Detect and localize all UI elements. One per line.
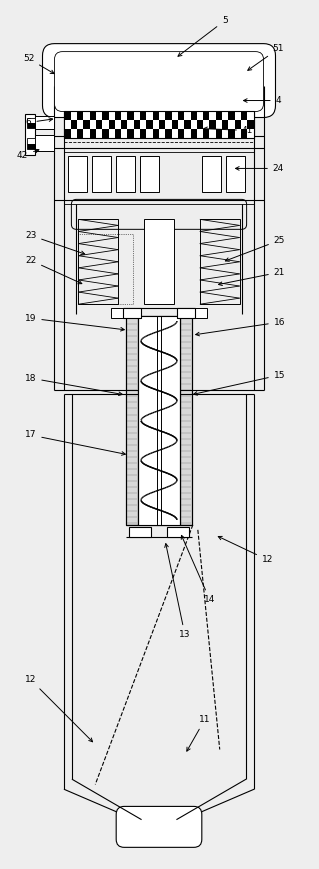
Bar bbox=[177, 308, 207, 318]
Bar bbox=[140, 110, 146, 120]
Bar bbox=[25, 114, 34, 156]
Text: 22: 22 bbox=[25, 255, 82, 284]
Bar bbox=[90, 129, 96, 138]
Bar bbox=[200, 219, 240, 304]
Text: 16: 16 bbox=[196, 318, 285, 335]
Bar bbox=[235, 120, 241, 129]
Text: 12: 12 bbox=[25, 675, 93, 742]
Bar bbox=[64, 129, 71, 138]
Bar bbox=[140, 129, 146, 138]
Bar bbox=[83, 120, 90, 129]
Bar bbox=[226, 156, 245, 192]
Text: 17: 17 bbox=[25, 430, 125, 455]
Bar bbox=[216, 110, 222, 120]
Bar bbox=[108, 120, 115, 129]
Bar bbox=[153, 110, 159, 120]
Text: 18: 18 bbox=[25, 374, 122, 395]
Text: 41: 41 bbox=[204, 126, 253, 135]
Bar bbox=[128, 110, 134, 120]
Bar bbox=[90, 110, 96, 120]
Bar bbox=[184, 120, 190, 129]
Bar bbox=[167, 527, 189, 537]
Bar bbox=[144, 219, 174, 304]
Bar bbox=[180, 316, 192, 525]
Text: 52: 52 bbox=[23, 54, 54, 74]
Text: 25: 25 bbox=[225, 235, 285, 262]
Bar bbox=[197, 120, 203, 129]
Bar bbox=[140, 156, 159, 192]
Bar bbox=[159, 120, 165, 129]
Bar bbox=[26, 144, 34, 149]
Bar bbox=[64, 110, 71, 120]
Text: 21: 21 bbox=[219, 268, 285, 286]
Bar bbox=[26, 138, 34, 144]
Bar bbox=[241, 110, 247, 120]
Bar bbox=[71, 120, 77, 129]
FancyBboxPatch shape bbox=[55, 51, 263, 111]
Bar bbox=[228, 129, 235, 138]
Text: 24: 24 bbox=[235, 164, 284, 173]
Bar bbox=[247, 120, 254, 129]
Bar bbox=[126, 316, 138, 525]
Bar bbox=[190, 129, 197, 138]
Bar bbox=[178, 129, 184, 138]
Text: 51: 51 bbox=[248, 44, 284, 70]
Bar bbox=[138, 316, 180, 525]
Text: 19: 19 bbox=[25, 314, 124, 331]
Bar bbox=[216, 129, 222, 138]
Bar bbox=[96, 120, 102, 129]
Bar bbox=[165, 129, 172, 138]
FancyBboxPatch shape bbox=[42, 43, 276, 117]
Bar bbox=[34, 136, 55, 151]
Bar bbox=[111, 308, 141, 318]
Text: 13: 13 bbox=[165, 544, 191, 640]
Text: 42: 42 bbox=[17, 149, 39, 160]
Bar bbox=[241, 129, 247, 138]
Bar bbox=[121, 120, 128, 129]
Bar bbox=[123, 308, 141, 318]
Bar bbox=[92, 156, 111, 192]
Bar bbox=[26, 123, 34, 129]
Bar bbox=[26, 117, 34, 123]
Bar bbox=[116, 156, 135, 192]
Bar bbox=[178, 110, 184, 120]
Bar bbox=[172, 120, 178, 129]
Bar bbox=[64, 110, 254, 138]
Bar bbox=[222, 120, 228, 129]
Bar bbox=[190, 110, 197, 120]
Text: 14: 14 bbox=[181, 535, 215, 604]
Bar bbox=[115, 129, 121, 138]
Bar bbox=[34, 116, 55, 129]
Bar bbox=[128, 129, 134, 138]
Text: 4: 4 bbox=[243, 96, 281, 105]
Text: 15: 15 bbox=[194, 370, 285, 395]
Bar bbox=[77, 129, 83, 138]
Bar bbox=[78, 235, 133, 304]
Bar bbox=[177, 308, 195, 318]
Bar bbox=[115, 110, 121, 120]
Bar bbox=[102, 129, 108, 138]
FancyBboxPatch shape bbox=[116, 806, 202, 847]
Bar bbox=[68, 156, 87, 192]
Bar bbox=[210, 120, 216, 129]
Bar bbox=[202, 156, 221, 192]
Bar bbox=[102, 110, 108, 120]
Bar bbox=[153, 129, 159, 138]
Bar bbox=[165, 110, 172, 120]
Bar bbox=[64, 110, 254, 138]
Bar bbox=[203, 110, 210, 120]
Text: 11: 11 bbox=[187, 715, 211, 751]
Bar bbox=[77, 110, 83, 120]
Text: 12: 12 bbox=[218, 536, 273, 564]
Text: 5: 5 bbox=[178, 17, 227, 56]
Bar bbox=[134, 120, 140, 129]
Bar bbox=[146, 120, 153, 129]
Text: 23: 23 bbox=[25, 231, 85, 255]
Bar bbox=[228, 110, 235, 120]
Bar bbox=[78, 219, 118, 304]
Text: 6: 6 bbox=[26, 118, 53, 127]
Bar bbox=[203, 129, 210, 138]
Bar bbox=[129, 527, 151, 537]
